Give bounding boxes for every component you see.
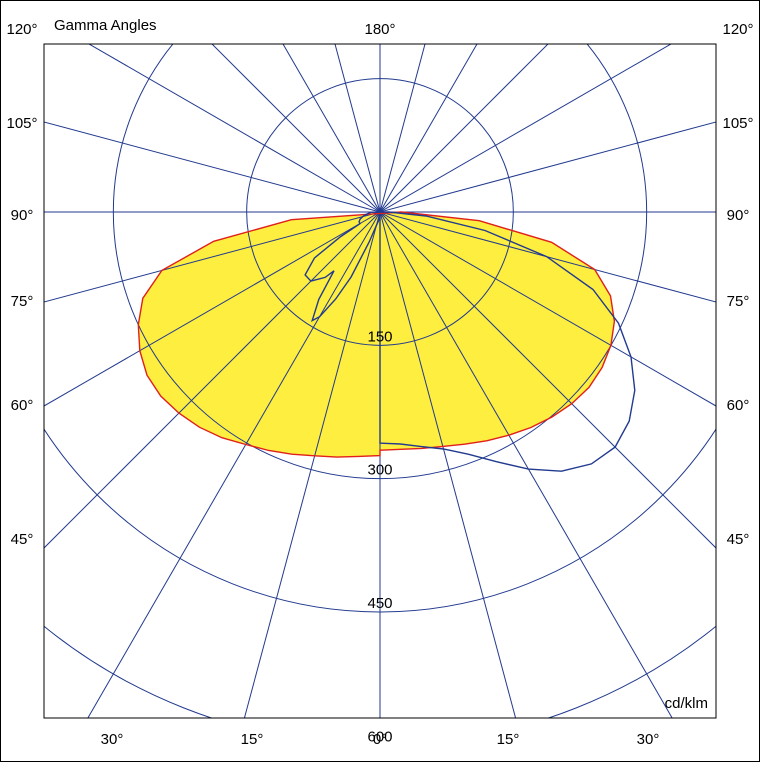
angle-label: 30° [637,731,660,748]
angle-label: 15° [497,731,520,748]
angle-label: 45° [11,531,34,548]
angle-label: 105° [722,115,753,132]
ring-label: 450 [367,595,392,612]
angle-label: 60° [727,397,750,414]
angle-label: 30° [101,731,124,748]
ring-label: 150 [367,328,392,345]
polar-chart-container: 150300450600750180°0°45°45°60°60°75°75°9… [0,0,760,762]
ring-label: 300 [367,462,392,479]
angle-label: 60° [11,397,34,414]
angle-label: 120° [722,21,753,38]
angle-label: 75° [11,293,34,310]
polar-chart: 150300450600750180°0°45°45°60°60°75°75°9… [0,0,760,762]
angle-label: 120° [6,21,37,38]
angle-label: 90° [11,207,34,224]
angle-label: 75° [727,293,750,310]
angle-label: 105° [6,115,37,132]
angle-label: 0° [373,731,387,748]
unit-label: cd/klm [665,695,708,712]
angle-label: 90° [727,207,750,224]
chart-title: Gamma Angles [54,17,157,34]
angle-label: 45° [727,531,750,548]
angle-label: 180° [364,21,395,38]
angle-label: 15° [241,731,264,748]
